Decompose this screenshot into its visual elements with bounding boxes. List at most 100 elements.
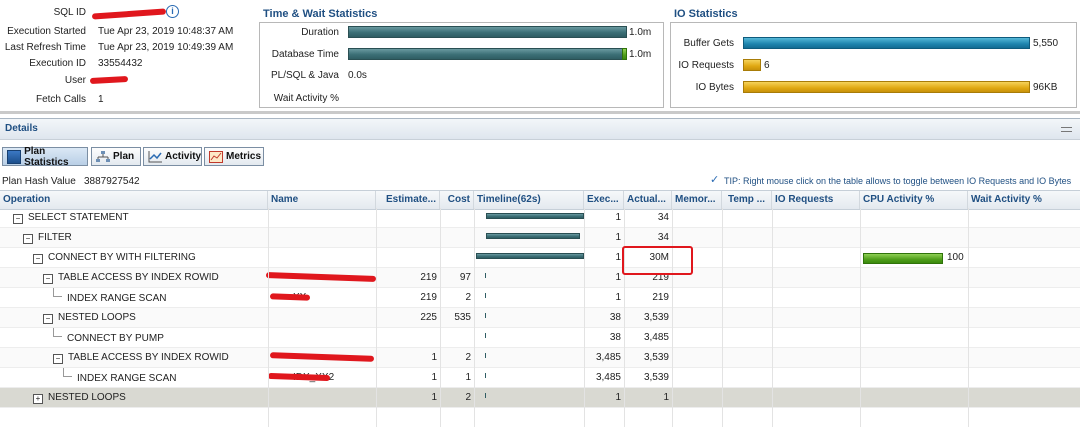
io-requests-value: 6 [764, 60, 770, 71]
timeline-bar [486, 233, 580, 239]
col-cost[interactable]: Cost [440, 191, 474, 209]
table-row[interactable]: − CONNECT BY WITH FILTERING 1 30M 100 [0, 248, 1080, 268]
operation-cell: INDEX RANGE SCAN [50, 288, 169, 308]
col-temp[interactable]: Temp ... [722, 191, 772, 209]
col-operation[interactable]: Operation [0, 191, 268, 209]
actual-rows: 219 [652, 292, 669, 303]
operation-text: INDEX RANGE SCAN [77, 373, 177, 384]
estimated-rows [376, 208, 440, 228]
tab-metrics[interactable]: Metrics [204, 147, 264, 166]
buffer-gets-label: Buffer Gets [683, 38, 734, 49]
timeline-tick [485, 353, 486, 358]
splitter[interactable] [0, 111, 1080, 114]
table-row[interactable]: − TABLE ACCESS BY INDEX ROWID 1 2 3,485 3,539 [0, 348, 1080, 368]
estimated-rows: 1 [431, 352, 437, 363]
actual-rows: 30M [649, 252, 669, 263]
estimated-rows [376, 228, 440, 248]
operation-text: INDEX RANGE SCAN [67, 293, 167, 304]
column-divider [440, 208, 441, 427]
actual-rows: 34 [657, 232, 669, 243]
redacted-name [269, 293, 311, 301]
col-name[interactable]: Name [268, 191, 376, 209]
tab-activity[interactable]: Activity [143, 147, 202, 166]
collapse-icon[interactable] [1061, 127, 1072, 132]
col-actual-rows[interactable]: Actual... [624, 191, 672, 209]
tip-text: TIP: Right mouse click on the table allo… [724, 176, 1072, 186]
table-row[interactable]: − FILTER 1 34 [0, 228, 1080, 248]
col-timeline[interactable]: Timeline(62s) [474, 191, 584, 209]
io-title: IO Statistics [674, 8, 738, 20]
column-divider [968, 208, 969, 427]
table-row[interactable]: − NESTED LOOPS 225 535 38 3,539 [0, 308, 1080, 328]
db-time-value: 1.0m [629, 49, 652, 60]
column-divider [624, 208, 625, 427]
estimated-rows [376, 248, 440, 268]
col-executions[interactable]: Exec... [584, 191, 624, 209]
table-row[interactable]: + NESTED LOOPS 1 2 1 1 [0, 388, 1080, 408]
column-divider [268, 208, 269, 427]
fetch-calls-label: Fetch Calls [35, 94, 86, 105]
user-label: User [64, 75, 86, 86]
table-row[interactable]: INDEX RANGE SCANXX21921219 [0, 288, 1080, 308]
buffer-gets-value: 5,550 [1033, 38, 1059, 49]
exec-id-label: Execution ID [29, 58, 86, 69]
actual-rows: 34 [657, 212, 669, 223]
collapse-tree-icon[interactable]: − [43, 274, 53, 284]
table-row[interactable]: − TABLE ACCESS BY INDEX ROWID 219 97 1 219 [0, 268, 1080, 288]
operation-text: FILTER [38, 232, 72, 243]
tree-connector [63, 368, 72, 377]
cost [440, 228, 474, 248]
column-divider [584, 208, 585, 427]
timeline-bar [486, 213, 584, 219]
db-time-label: Database Time [271, 49, 339, 60]
operation-cell: INDEX RANGE SCAN [60, 368, 179, 388]
actual-rows: 219 [652, 272, 669, 283]
object-name [290, 308, 296, 328]
collapse-tree-icon[interactable]: − [13, 214, 23, 224]
table-row[interactable]: − SELECT STATEMENT 1 34 [0, 208, 1080, 228]
redacted-sql-id [91, 8, 167, 20]
tab-label: Activity [165, 151, 202, 162]
plan-tree-icon [96, 150, 110, 163]
expand-icon[interactable]: + [33, 394, 43, 404]
redacted-name [267, 372, 331, 382]
plsql-value: 0.0s [348, 70, 367, 81]
plan-hash-label: Plan Hash Value [2, 176, 76, 187]
redacted-name [265, 272, 377, 282]
timeline-tick [485, 373, 486, 378]
col-cpu-activity[interactable]: CPU Activity % [860, 191, 968, 209]
tab-plan-statistics[interactable]: Plan Statistics [2, 146, 88, 168]
duration-value: 1.0m [629, 27, 652, 38]
last-refresh-value: Tue Apr 23, 2019 10:49:39 AM [98, 42, 234, 53]
plan-statistics-icon [7, 149, 22, 164]
table-row[interactable]: CONNECT BY PUMP 38 3,485 [0, 328, 1080, 348]
tree-connector [53, 328, 62, 337]
collapse-tree-icon[interactable]: − [23, 234, 33, 244]
duration-bar [348, 26, 627, 38]
time-wait-title: Time & Wait Statistics [263, 8, 378, 20]
fetch-calls-value: 1 [98, 94, 104, 105]
cost: 97 [459, 272, 471, 283]
collapse-tree-icon[interactable]: − [43, 314, 53, 324]
exec-id-value: 33554432 [98, 58, 143, 69]
col-io-requests[interactable]: IO Requests [772, 191, 860, 209]
db-time-bar-cpu [348, 48, 623, 60]
operation-cell: − CONNECT BY WITH FILTERING [30, 248, 199, 268]
wait-activity-label: Wait Activity % [273, 93, 339, 104]
col-estimate[interactable]: Estimate... [376, 191, 440, 209]
info-icon[interactable]: i [166, 5, 179, 18]
buffer-gets-bar [743, 37, 1030, 49]
executions: 1 [615, 232, 621, 243]
col-wait-activity[interactable]: Wait Activity % [971, 194, 1042, 205]
collapse-tree-icon[interactable]: − [53, 354, 63, 364]
cost: 2 [465, 392, 471, 403]
col-memory[interactable]: Memor... [672, 191, 722, 209]
executions: 1 [615, 212, 621, 223]
cost: 535 [454, 312, 471, 323]
io-box [670, 22, 1077, 108]
tab-label: Plan [113, 151, 135, 162]
collapse-tree-icon[interactable]: − [33, 254, 43, 264]
estimated-rows: 1 [431, 372, 437, 383]
tab-plan[interactable]: Plan [91, 147, 141, 166]
